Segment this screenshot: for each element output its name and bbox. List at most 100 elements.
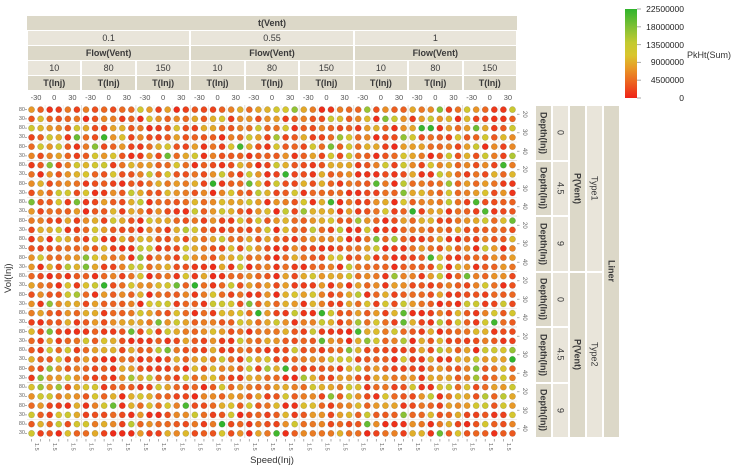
y-tick-label-depth: 20	[521, 110, 527, 118]
x-tick-label-t-inj: 0	[487, 93, 492, 102]
facet-value-flow-vent: 10	[28, 61, 81, 75]
x-tick-label-t-inj: 30	[394, 93, 404, 102]
y-tick-label-vol: 80	[18, 365, 25, 372]
x-tick-label-speed: 1.5	[123, 443, 130, 451]
facet-value-p-vent: 0	[553, 272, 568, 326]
facet-value-p-vent: 9	[553, 217, 568, 271]
x-tick-label-t-inj: 30	[449, 93, 458, 102]
y-tick-label-depth: 30	[521, 351, 527, 359]
y-tick-label-depth: 40	[521, 314, 527, 322]
y-tick-label-vol: 30	[18, 337, 25, 344]
x-tick-label-speed: 1.5	[468, 443, 475, 451]
facet-header-t-inj: T(Inj)	[409, 76, 462, 90]
x-tick-label-t-inj: -30	[193, 93, 205, 102]
x-tick-label-t-inj: -30	[466, 93, 478, 102]
x-tick-label-speed: 1.5	[269, 443, 275, 451]
x-tick-label-t-inj: -30	[248, 93, 260, 102]
y-tick-label-vol: 30	[18, 115, 25, 122]
facet-header-t-inj: T(Inj)	[463, 76, 516, 90]
y-tick-label-vol: 30	[18, 171, 25, 178]
facet-header-liner: Liner	[604, 106, 619, 437]
x-tick-label-t-inj: -30	[139, 93, 151, 102]
facet-header-t-inj: T(Inj)	[136, 76, 190, 90]
y-tick-label-depth: 30	[521, 184, 527, 192]
y-tick-label-vol: 30	[18, 263, 25, 270]
x-tick-label-speed: 1.5	[141, 443, 148, 451]
y-tick-label-depth: 30	[521, 406, 527, 414]
x-tick-label-t-inj: -30	[411, 93, 423, 102]
y-tick-label-vol: 80	[18, 106, 25, 113]
x-tick-label-speed: 1.5	[160, 443, 167, 451]
x-tick-label-speed: 1.5	[377, 443, 384, 451]
x-tick-label-t-inj: 30	[122, 93, 131, 102]
y-tick-label-depth: 40	[521, 369, 527, 377]
y-tick-label-vol: 80	[18, 310, 25, 317]
legend-tick-label: 9000000	[650, 57, 684, 68]
y-tick-label-vol: 80	[18, 273, 25, 280]
x-tick-label-t-inj: 30	[503, 93, 513, 102]
x-tick-label-speed: 1.5	[396, 443, 403, 451]
facet-header-p-vent: P(Vent)	[570, 106, 585, 271]
x-tick-label-speed: 1.5	[33, 443, 40, 451]
legend-title: PkHt(Sum)	[687, 50, 732, 60]
x-tick-label-t-inj: 30	[231, 93, 240, 102]
y-tick-label-vol: 30	[18, 226, 25, 233]
y-tick-label-vol: 80	[18, 236, 25, 243]
x-tick-label-t-inj: 0	[52, 93, 57, 102]
y-tick-label-vol: 30	[18, 152, 25, 159]
y-tick-label-depth: 30	[521, 295, 527, 303]
y-tick-label-depth: 20	[521, 332, 527, 340]
y-tick-label-vol: 80	[18, 143, 25, 150]
x-tick-label-speed: 1.5	[432, 443, 439, 451]
x-axis-title: Speed(Inj)	[250, 455, 294, 466]
y-tick-label-vol: 30	[18, 245, 25, 252]
facet-header-depth-inj: Depth(Inj)	[536, 217, 551, 271]
x-tick-label-t-inj: 30	[177, 93, 186, 102]
facet-value-flow-vent: 80	[409, 61, 462, 75]
y-tick-label-depth: 30	[521, 240, 527, 248]
facet-header-depth-inj: Depth(Inj)	[536, 272, 551, 326]
x-tick-label-speed: 1.5	[341, 443, 348, 451]
legend-tick-label: 22500000	[646, 4, 684, 14]
y-tick-label-vol: 30	[18, 189, 25, 196]
x-tick-label-t-inj: 0	[161, 93, 166, 102]
y-tick-label-vol: 80	[18, 199, 25, 206]
x-tick-label-speed: 1.5	[105, 443, 112, 451]
y-tick-label-depth: 40	[521, 258, 527, 266]
legend-tick-label: 13500000	[646, 39, 684, 50]
facet-header-flow-vent: Flow(Vent)	[28, 46, 190, 60]
facet-value-flow-vent: 80	[82, 61, 135, 75]
facet-header-t-inj: T(Inj)	[245, 76, 299, 90]
x-tick-label-speed: 1.5	[69, 443, 76, 451]
facet-header-depth-inj: Depth(Inj)	[536, 106, 551, 160]
y-tick-label-vol: 80	[18, 402, 25, 409]
y-tick-label-vol: 30	[18, 374, 25, 381]
x-tick-label-speed: 1.5	[178, 443, 185, 451]
y-tick-label-vol: 80	[18, 421, 25, 428]
facet-value-liner: Type1	[587, 106, 602, 271]
x-tick-label-t-inj: 30	[340, 93, 349, 102]
x-tick-label-t-inj: 0	[269, 93, 275, 102]
facet-header-depth-inj: Depth(Inj)	[536, 161, 551, 215]
x-tick-label-speed: 1.5	[87, 443, 94, 451]
y-tick-label-depth: 40	[521, 147, 527, 155]
facet-header-t-inj: T(Inj)	[354, 76, 408, 90]
x-tick-label-speed: 1.5	[287, 443, 294, 451]
y-tick-label-vol: 30	[18, 411, 25, 418]
y-tick-label-vol: 30	[18, 208, 25, 215]
legend-tick-label: 18000000	[646, 21, 684, 32]
facet-header-p-vent: P(Vent)	[570, 272, 585, 437]
facet-value-p-vent: 4.5	[553, 161, 568, 215]
facet-value-t-vent: 0.55	[191, 31, 353, 45]
y-tick-label-depth: 40	[521, 203, 527, 211]
y-tick-label-vol: 80	[18, 384, 25, 391]
facet-value-flow-vent: 150	[300, 61, 353, 75]
x-tick-label-t-inj: 30	[68, 93, 77, 102]
x-tick-label-speed: 1.5	[305, 443, 312, 451]
facet-header-depth-inj: Depth(Inj)	[536, 328, 551, 382]
y-tick-label-depth: 20	[521, 221, 527, 229]
y-tick-label-vol: 80	[18, 180, 25, 187]
x-tick-label-speed: 1.5	[214, 443, 221, 451]
x-tick-label-speed: 1.5	[250, 443, 257, 451]
